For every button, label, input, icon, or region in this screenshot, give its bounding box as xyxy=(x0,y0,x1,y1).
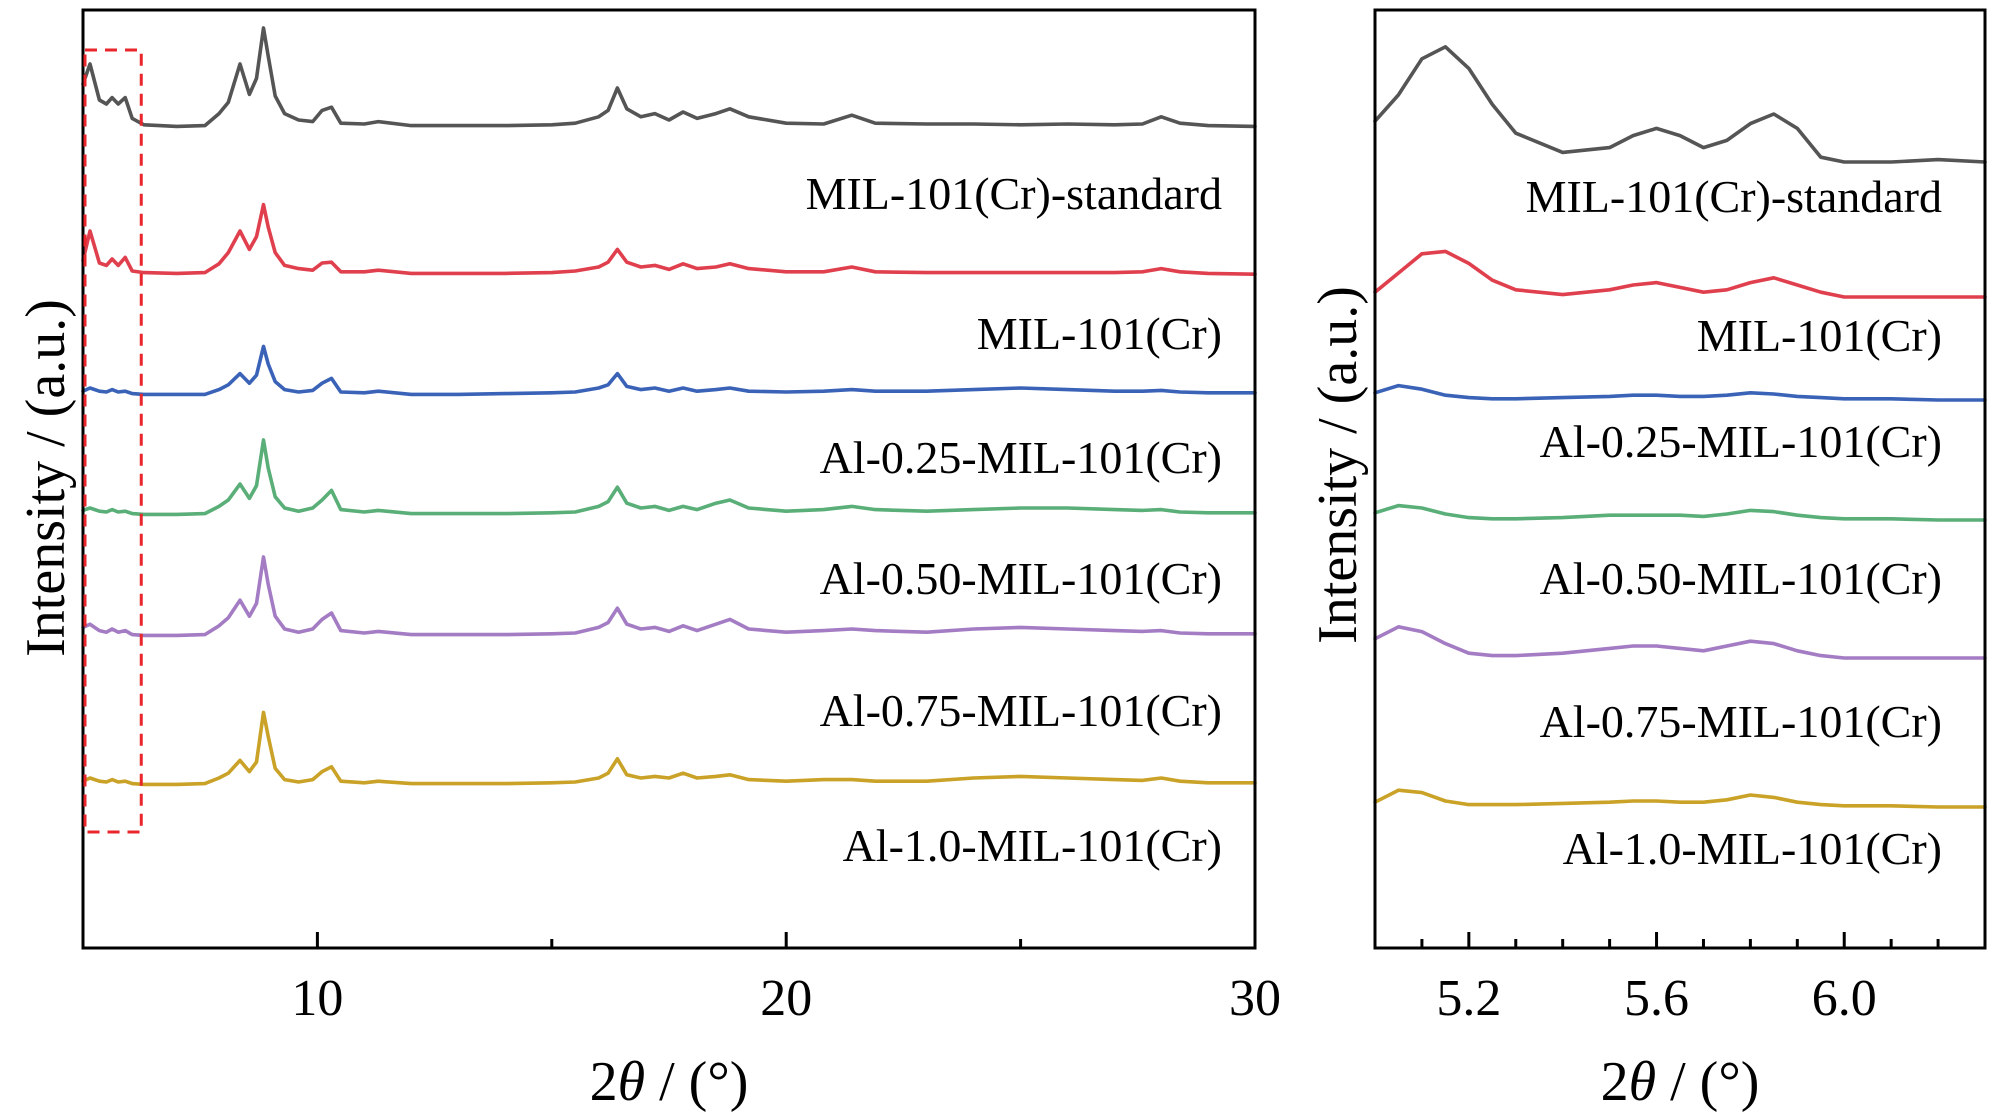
full-range-panel: MIL-101(Cr)-standard MIL-101(Cr) Al-0.25-M… xyxy=(15,8,1281,1112)
series-label-1: MIL-101(Cr)-standard xyxy=(1526,171,1942,222)
series-label-5: Al-0.75-MIL-101(Cr) xyxy=(1540,696,1942,747)
zoom-x-axis-label: 2θ / (°) xyxy=(1601,1051,1760,1112)
trace-4 xyxy=(1373,503,1987,522)
low-angle-zoom-panel: MIL-101(Cr)-standard MIL-101(Cr) Al-0.25-M… xyxy=(1307,8,1987,1112)
trace-2 xyxy=(81,202,1257,277)
trace-5 xyxy=(81,555,1257,638)
series-label-1: MIL-101(Cr)-standard xyxy=(806,168,1222,219)
zoom-y-axis-label: Intensity / (a.u.) xyxy=(1307,286,1369,644)
series-label-6: Al-1.0-MIL-101(Cr) xyxy=(1563,823,1942,874)
zoom-traces xyxy=(1373,44,1987,809)
full-range-y-axis-label: Intensity / (a.u.) xyxy=(15,299,77,657)
trace-3 xyxy=(81,344,1257,397)
trace-5 xyxy=(1373,624,1987,660)
trace-1 xyxy=(81,26,1257,129)
full-range-plot-frame xyxy=(81,8,1257,950)
series-label-2: MIL-101(Cr) xyxy=(1697,310,1942,361)
trace-6 xyxy=(1373,788,1987,809)
series-label-4: Al-0.50-MIL-101(Cr) xyxy=(1540,553,1942,604)
series-label-4: Al-0.50-MIL-101(Cr) xyxy=(820,553,1222,604)
low-angle-highlight-box xyxy=(83,48,143,834)
trace-1 xyxy=(1373,44,1987,164)
full-range-x-axis-label: 2θ / (°) xyxy=(590,1051,749,1112)
full-range-x-ticks: 10 20 30 xyxy=(291,932,1281,1027)
trace-4 xyxy=(81,438,1257,517)
trace-6 xyxy=(81,710,1257,787)
full-range-series-labels: MIL-101(Cr)-standard MIL-101(Cr) Al-0.25-M… xyxy=(806,168,1222,871)
series-label-5: Al-0.75-MIL-101(Cr) xyxy=(820,685,1222,736)
series-label-6: Al-1.0-MIL-101(Cr) xyxy=(843,820,1222,871)
x-tick-label: 5.2 xyxy=(1436,970,1501,1027)
series-label-3: Al-0.25-MIL-101(Cr) xyxy=(820,432,1222,483)
zoom-plot-frame xyxy=(1373,8,1987,950)
series-label-2: MIL-101(Cr) xyxy=(977,308,1222,359)
x-tick-label: 6.0 xyxy=(1812,970,1877,1027)
x-tick-label: 10 xyxy=(291,970,343,1027)
trace-2 xyxy=(1373,249,1987,299)
full-range-traces xyxy=(81,26,1257,787)
zoom-x-ticks: 5.2 5.6 6.0 xyxy=(1420,932,1940,1027)
zoom-series-labels: MIL-101(Cr)-standard MIL-101(Cr) Al-0.25-M… xyxy=(1526,171,1942,874)
series-label-3: Al-0.25-MIL-101(Cr) xyxy=(1540,416,1942,467)
x-tick-label: 30 xyxy=(1229,970,1281,1027)
trace-3 xyxy=(1373,383,1987,402)
x-tick-label: 5.6 xyxy=(1624,970,1689,1027)
x-tick-label: 20 xyxy=(760,970,812,1027)
